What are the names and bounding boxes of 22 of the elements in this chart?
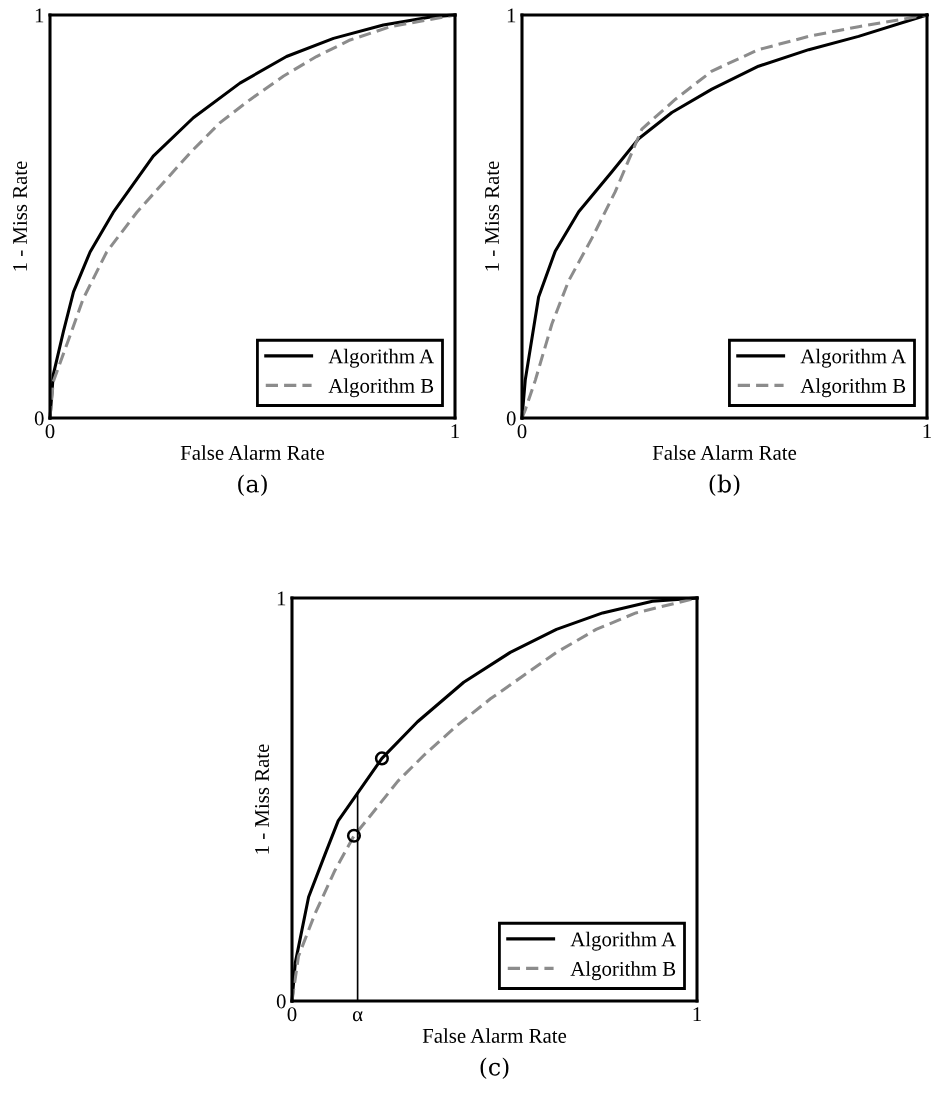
x-tick-label: α (352, 1011, 363, 1022)
x-tick-label: 1 (451, 424, 459, 439)
text: (c) (480, 1057, 509, 1080)
legend-label: Algorithm B (570, 961, 676, 981)
legend-label: Algorithm B (800, 378, 906, 398)
x-axis-title: False Alarm Rate (422, 1028, 567, 1043)
x-tick-label: 0 (45, 424, 55, 439)
x-axis-title: False Alarm Rate (180, 445, 325, 460)
x-tick-label: 1 (693, 1007, 701, 1022)
legend-label: Algorithm A (800, 348, 907, 368)
text: (b) (709, 474, 740, 497)
x-tick-label: 0 (517, 424, 527, 439)
y-axis-title: 1 - Miss Rate (13, 161, 28, 271)
legend-label: Algorithm B (328, 378, 434, 398)
text: (a) (238, 474, 267, 497)
x-axis-title: False Alarm Rate (652, 445, 797, 460)
legend-label: Algorithm A (328, 348, 435, 368)
y-axis-title: 1 - Miss Rate (485, 161, 500, 271)
legend-label: Algorithm A (570, 931, 677, 951)
y-axis-title: 1 - Miss Rate (255, 744, 270, 854)
x-tick-label: 1 (923, 424, 931, 439)
x-tick-label: 0 (287, 1007, 297, 1022)
